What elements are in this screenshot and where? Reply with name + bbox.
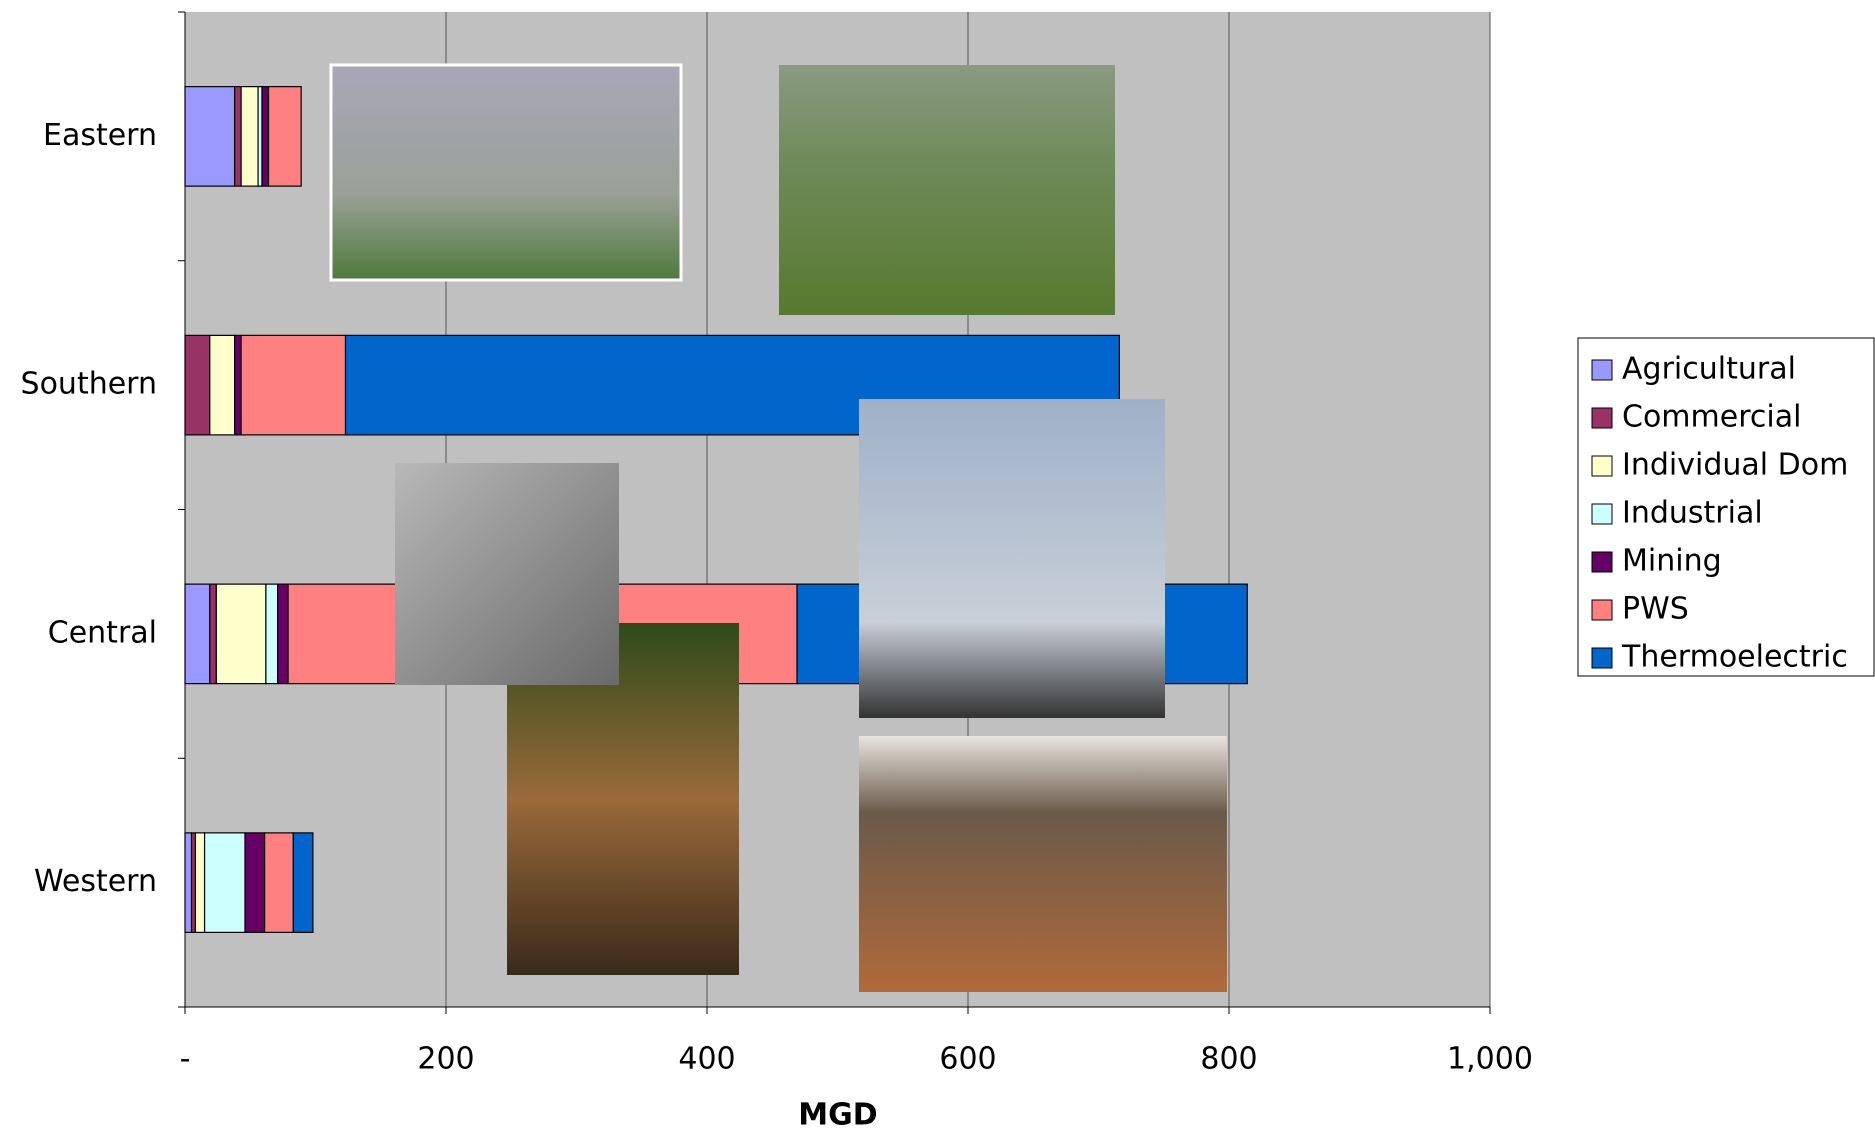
legend-swatch xyxy=(1591,551,1613,573)
bar-segment xyxy=(267,86,302,187)
legend-swatch xyxy=(1591,599,1613,621)
legend-label: Individual Dom xyxy=(1622,448,1848,483)
x-axis-label: MGD xyxy=(798,1098,877,1133)
x-tick-label: 200 xyxy=(417,1042,474,1077)
bar-segment xyxy=(264,832,294,933)
x-tick-label: 600 xyxy=(939,1042,996,1077)
x-tick-label: 400 xyxy=(678,1042,735,1077)
bar-segment xyxy=(233,86,242,187)
bar-segment xyxy=(261,86,270,187)
legend-swatch xyxy=(1591,455,1613,477)
y-tick-label: Eastern xyxy=(43,118,157,153)
photo xyxy=(395,463,619,685)
photo xyxy=(859,399,1165,718)
x-tick-label: - xyxy=(180,1042,191,1077)
bar-segment xyxy=(277,583,289,685)
legend-swatch xyxy=(1591,359,1613,381)
x-tick-label: 1,000 xyxy=(1447,1042,1533,1077)
bar-segment xyxy=(209,583,217,685)
legend-label: PWS xyxy=(1622,592,1689,627)
y-tick-label: Central xyxy=(48,615,157,650)
legend-label: Agricultural xyxy=(1622,352,1796,387)
bar-segment xyxy=(209,334,236,436)
legend-label: Industrial xyxy=(1622,496,1763,531)
legend-swatch xyxy=(1591,647,1613,669)
bar-segment xyxy=(265,583,279,685)
bar-segment xyxy=(184,832,193,933)
photo xyxy=(859,736,1227,992)
bar-segment xyxy=(240,86,259,187)
legend-label: Commercial xyxy=(1622,400,1801,435)
bar-segment xyxy=(194,832,206,933)
bar-segment xyxy=(203,832,246,933)
legend-label: Thermoelectric xyxy=(1621,640,1848,675)
y-tick-label: Western xyxy=(34,864,157,899)
bar-segment xyxy=(184,583,211,685)
photo xyxy=(329,63,683,282)
bar-segment xyxy=(240,334,347,436)
bar-segment xyxy=(244,832,266,933)
legend-label: Mining xyxy=(1622,544,1722,579)
photos xyxy=(329,63,1227,992)
x-tick-label: 800 xyxy=(1200,1042,1257,1077)
bar-segment xyxy=(184,334,211,436)
legend-entries: Agricultural Commercial Individual Dom Indu… xyxy=(1591,352,1848,675)
legend-swatch xyxy=(1591,407,1613,429)
photo xyxy=(779,65,1115,315)
bar-segment xyxy=(292,832,314,933)
legend-swatch xyxy=(1591,503,1613,525)
bar-segment xyxy=(184,86,236,187)
bar-segment xyxy=(215,583,267,685)
y-tick-label: Southern xyxy=(21,367,157,402)
bar-segment xyxy=(233,334,242,436)
legend xyxy=(1577,337,1875,677)
